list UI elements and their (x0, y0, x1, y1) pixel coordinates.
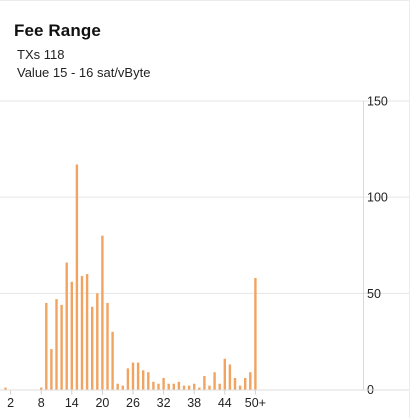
histogram-bar[interactable] (238, 385, 242, 390)
histogram-bar[interactable] (152, 381, 155, 390)
histogram-bar[interactable] (142, 370, 145, 390)
x-tick-label: 20 (95, 396, 109, 410)
histogram-bar[interactable] (193, 383, 196, 390)
x-tick-label: 50+ (245, 396, 266, 410)
histogram-bar[interactable] (111, 331, 114, 390)
histogram-bar[interactable] (106, 302, 109, 390)
histogram-bar[interactable] (167, 383, 170, 390)
histogram-bar[interactable] (203, 376, 206, 390)
txs-count: TXs 118 (17, 47, 65, 62)
y-tick-label: 100 (367, 191, 388, 205)
histogram-bar[interactable] (147, 372, 150, 390)
histogram-bar[interactable] (4, 387, 7, 390)
histogram-bar[interactable] (121, 385, 124, 390)
x-tick-label: 2 (7, 396, 14, 410)
histogram-bar[interactable] (45, 302, 48, 390)
histogram-bar[interactable] (65, 262, 68, 390)
histogram-bar[interactable] (177, 381, 181, 390)
x-tick-label: 44 (218, 396, 232, 410)
histogram-bar[interactable] (80, 276, 84, 390)
histogram-bar[interactable] (233, 377, 237, 390)
histogram-bar[interactable] (40, 387, 43, 390)
histogram-bar[interactable] (55, 299, 58, 390)
histogram-bar[interactable] (85, 274, 89, 390)
histogram-bar[interactable] (50, 349, 53, 390)
histogram-bar[interactable] (157, 383, 160, 390)
histogram-bar[interactable] (116, 383, 119, 390)
histogram-bar[interactable] (254, 277, 257, 390)
histogram-bar[interactable] (182, 385, 186, 390)
y-tick-label: 50 (367, 287, 381, 301)
x-tick-label: 38 (187, 396, 201, 410)
y-tick-label: 150 (367, 95, 388, 109)
histogram-bar[interactable] (91, 306, 94, 390)
histogram-bar[interactable] (198, 387, 201, 390)
histogram-bar[interactable] (187, 385, 191, 390)
histogram-bar[interactable] (60, 304, 63, 390)
histogram-bar[interactable] (228, 364, 232, 390)
histogram-bar[interactable] (70, 281, 73, 390)
x-tick-label: 32 (157, 396, 171, 410)
histogram-bar[interactable] (101, 235, 104, 390)
histogram-bar[interactable] (213, 372, 216, 390)
histogram-bar[interactable] (223, 358, 226, 390)
histogram-bar[interactable] (244, 377, 247, 390)
fee-value-range: Value 15 - 16 sat/vByte (17, 65, 151, 80)
histogram-bar[interactable] (172, 383, 175, 390)
x-tick-label: 26 (126, 396, 140, 410)
panel-title: Fee Range (14, 21, 101, 40)
histogram-bar[interactable] (131, 362, 135, 390)
histogram-bar[interactable] (126, 368, 130, 390)
histogram-bar[interactable] (96, 293, 99, 390)
histogram-bar[interactable] (136, 362, 140, 390)
histogram-bar[interactable] (75, 164, 79, 390)
histogram-bar[interactable] (249, 372, 252, 390)
x-tick-label: 14 (65, 396, 79, 410)
histogram-bar[interactable] (162, 377, 165, 390)
histogram-bar[interactable] (218, 383, 221, 390)
x-tick-label: 8 (38, 396, 45, 410)
histogram-bar[interactable] (208, 385, 211, 390)
